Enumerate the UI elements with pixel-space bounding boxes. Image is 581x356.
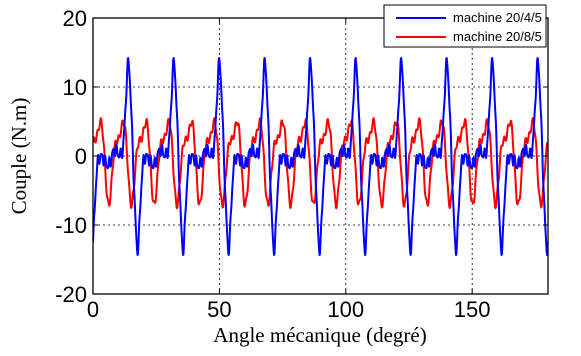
- series-line-machine-20-4-5: [93, 57, 548, 256]
- x-tick-labels: 0 50 100 150: [87, 297, 491, 322]
- y-tick-label-20: 20: [63, 6, 87, 31]
- y-tick-label-10: 10: [63, 75, 87, 100]
- y-tick-label--20: -20: [55, 282, 87, 307]
- legend-label-machine-20-4-5: machine 20/4/5: [453, 10, 542, 25]
- x-tick-label-50: 50: [207, 297, 231, 322]
- y-axis-label: Couple (N.m): [7, 98, 31, 215]
- x-tick-label-150: 150: [454, 297, 491, 322]
- series-layer: [93, 57, 548, 256]
- legend-label-machine-20-8-5: machine 20/8/5: [453, 29, 542, 44]
- series-line-machine-20-8-5: [93, 117, 548, 210]
- y-tick-label--10: -10: [55, 213, 87, 238]
- tick-marks: [92, 17, 548, 295]
- x-tick-label-0: 0: [87, 297, 99, 322]
- y-tick-label-0: 0: [75, 144, 87, 169]
- legend: machine 20/4/5 machine 20/8/5: [383, 4, 547, 48]
- x-axis-label: Angle mécanique (degré): [213, 323, 426, 347]
- y-tick-labels: -20 -10 0 10 20: [55, 6, 87, 307]
- x-tick-label-100: 100: [327, 297, 364, 322]
- legend-box: [383, 4, 547, 48]
